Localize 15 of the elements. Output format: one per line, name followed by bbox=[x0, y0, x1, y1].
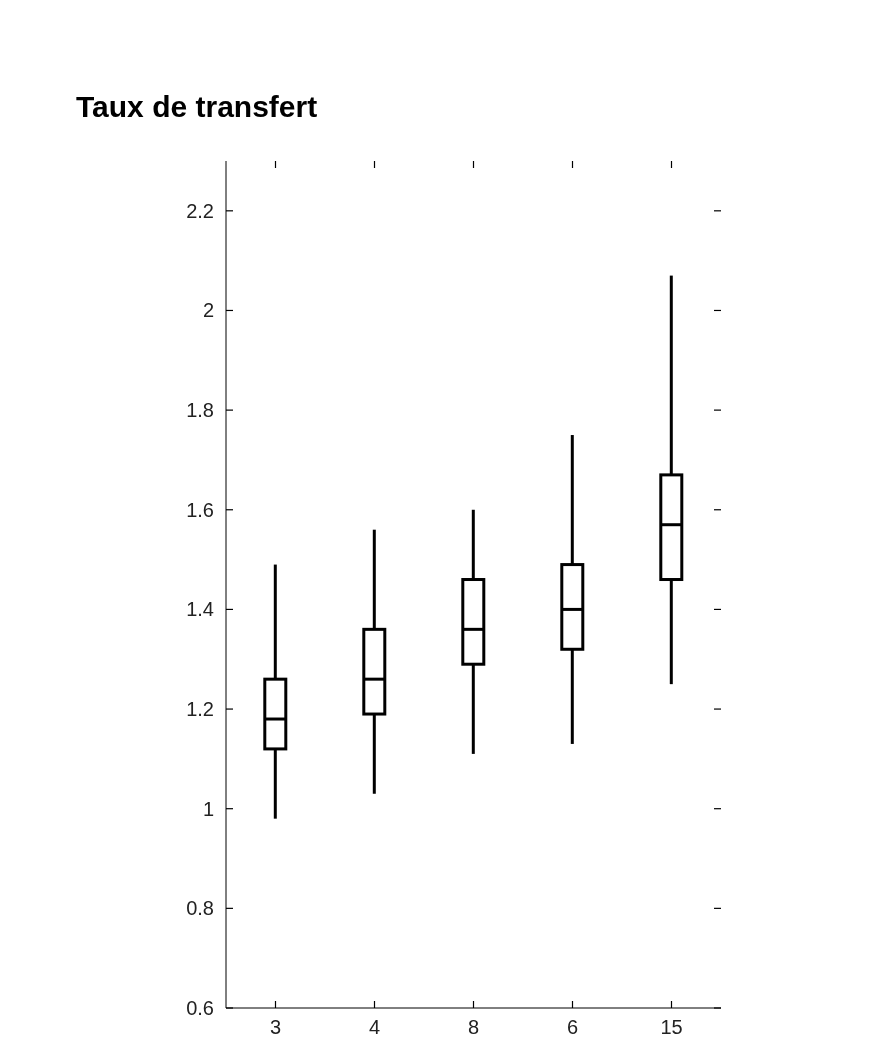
x-tick-label: 8 bbox=[467, 1016, 480, 1038]
y-tick-label: 1.8 bbox=[186, 399, 214, 422]
y-tick-label: 1 bbox=[202, 797, 214, 820]
x-tick-label: 3 bbox=[269, 1016, 282, 1038]
y-tick-label: 0.8 bbox=[186, 897, 214, 920]
y-tick-label: 1.4 bbox=[186, 598, 214, 621]
x-tick-label: 4 bbox=[368, 1016, 381, 1038]
x-tick-label: 15 bbox=[660, 1016, 683, 1038]
chart-title: Taux de transfert bbox=[76, 90, 318, 124]
y-tick-label: 1.6 bbox=[186, 498, 214, 521]
y-tick-label: 1.2 bbox=[186, 698, 214, 721]
x-tick-label: 6 bbox=[566, 1016, 579, 1038]
y-tick-label: 2.2 bbox=[186, 199, 214, 222]
y-tick-label: 0.6 bbox=[186, 997, 214, 1019]
y-tick-label: 2 bbox=[202, 299, 214, 322]
